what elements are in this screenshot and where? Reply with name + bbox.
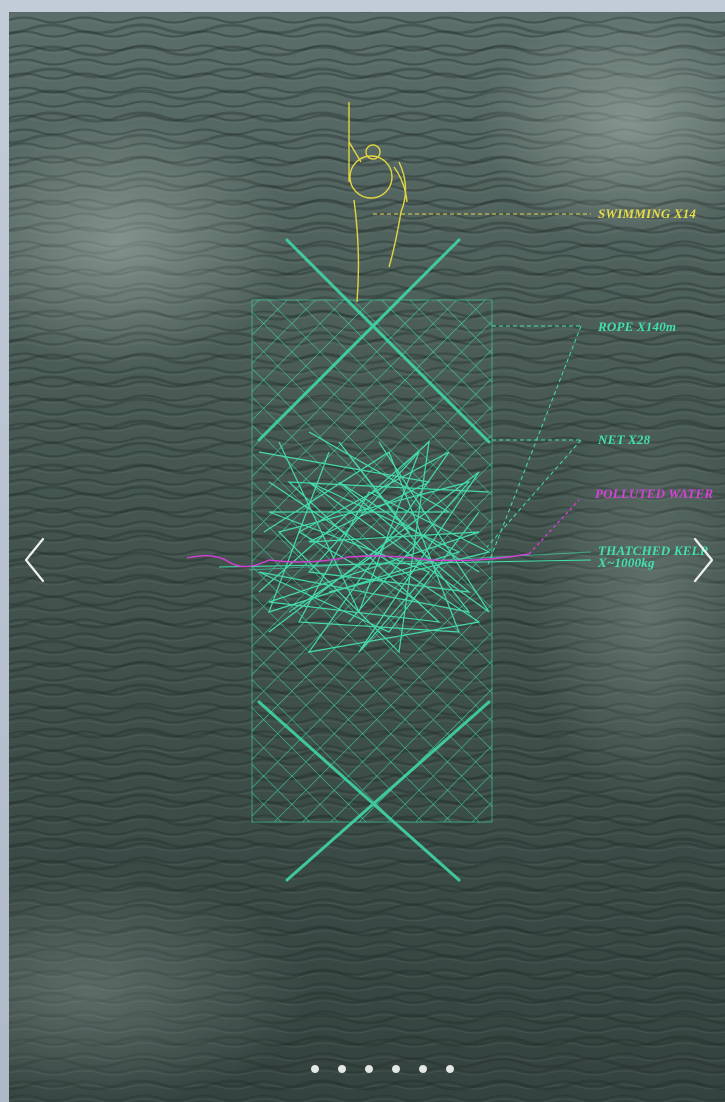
pagination-dot-5[interactable]	[418, 1065, 427, 1073]
pagination-dot-6[interactable]	[445, 1065, 454, 1073]
pagination-dot-3[interactable]	[364, 1065, 373, 1073]
annotation-swimming: SWIMMING X14	[598, 206, 697, 221]
next-slide-button[interactable]	[689, 535, 719, 585]
annotation-rope: ROPE X140m	[598, 319, 677, 334]
chevron-right-icon	[693, 537, 714, 583]
annotation-net: NET X28	[598, 432, 651, 447]
annotation-kelp-line1: THATCHED KELP	[598, 543, 708, 558]
carousel-pagination	[9, 1065, 725, 1073]
annotation-kelp-line2: X~1000kg	[598, 555, 655, 570]
pagination-dot-4[interactable]	[391, 1065, 400, 1073]
ocean-photo-with-diagram	[9, 12, 725, 1102]
annotation-thatched-kelp: THATCHED KELP X~1000kg	[598, 543, 708, 570]
annotation-polluted-water: POLLUTED WATER	[595, 486, 714, 501]
previous-slide-button[interactable]	[21, 535, 51, 585]
carousel-slide: SWIMMING X14 ROPE X140m NET X28 POLLUTED…	[9, 12, 725, 1102]
pagination-dot-1[interactable]	[310, 1065, 319, 1073]
pagination-dot-2[interactable]	[337, 1065, 346, 1073]
chevron-left-icon	[24, 537, 45, 583]
